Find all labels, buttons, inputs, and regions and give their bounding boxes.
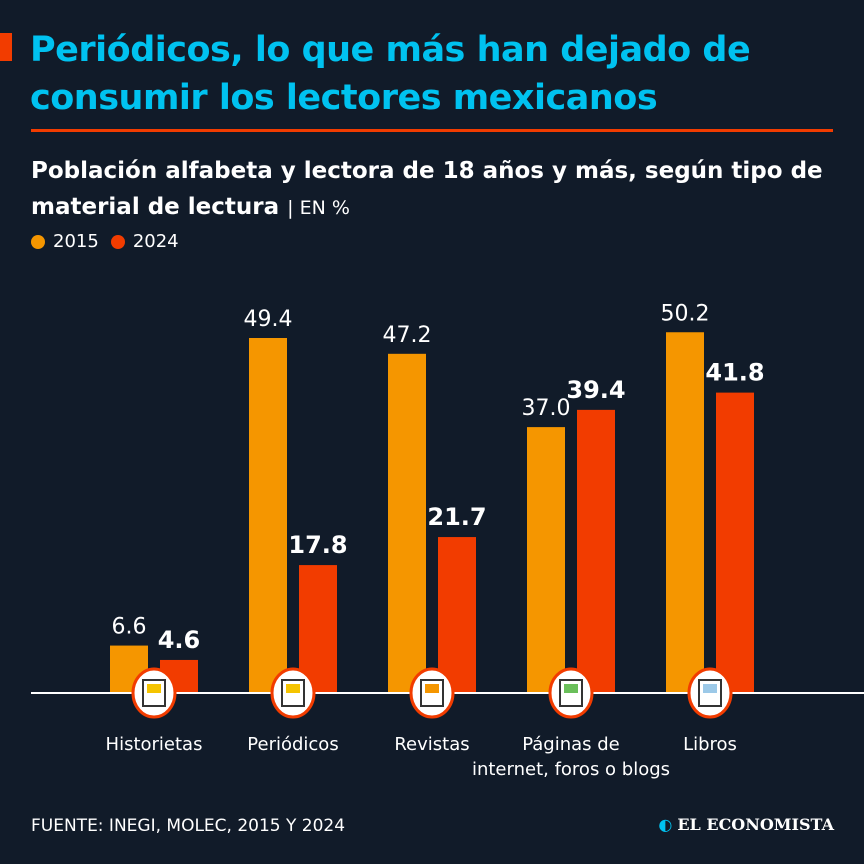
bar-2015 bbox=[388, 353, 426, 693]
category-label: Periódicos bbox=[247, 734, 338, 755]
data-label-2015: 50.2 bbox=[661, 301, 710, 326]
category-label: Historietas bbox=[106, 734, 203, 755]
logo-icon: ◐ bbox=[658, 815, 673, 834]
bar-2024 bbox=[716, 392, 754, 693]
logo: ◐ EL ECONOMISTA bbox=[658, 815, 834, 834]
data-label-2015: 47.2 bbox=[383, 323, 432, 348]
data-label-2024: 21.7 bbox=[427, 503, 486, 531]
category-label: Revistas bbox=[394, 734, 469, 755]
unit-label: | EN % bbox=[287, 197, 350, 219]
data-label-2024: 17.8 bbox=[288, 531, 347, 559]
newspaper-icon-glyph bbox=[281, 679, 305, 707]
legend-swatch-2024 bbox=[110, 234, 125, 249]
data-label-2024: 41.8 bbox=[705, 359, 764, 387]
book-icon-detail bbox=[703, 684, 717, 693]
category-label: Libros bbox=[683, 734, 737, 755]
category-label: Páginas de bbox=[522, 734, 620, 755]
chart-subtitle: Población alfabeta y lectora de 18 años … bbox=[31, 153, 851, 226]
title-accent bbox=[0, 33, 12, 61]
magazine-icon-glyph bbox=[420, 679, 444, 707]
logo-text: EL ECONOMISTA bbox=[677, 815, 834, 834]
legend-swatch-2015 bbox=[31, 234, 45, 249]
bar-2015 bbox=[527, 427, 565, 693]
legend: 2015 2024 bbox=[31, 231, 179, 252]
chart-title: Periódicos, lo que más han dejado de con… bbox=[30, 30, 751, 118]
magazine-icon-detail bbox=[425, 684, 439, 693]
legend-label-2015: 2015 bbox=[53, 231, 99, 252]
webpage-icon-detail bbox=[564, 684, 578, 693]
data-label-2015: 6.6 bbox=[112, 615, 147, 640]
webpage-icon-glyph bbox=[559, 679, 583, 707]
category-label: internet, foros o blogs bbox=[472, 759, 670, 780]
legend-label-2024: 2024 bbox=[132, 231, 179, 252]
comic-icon-glyph bbox=[142, 679, 166, 707]
data-label-2015: 49.4 bbox=[244, 307, 293, 332]
source-note: FUENTE: INEGI, MOLEC, 2015 Y 2024 bbox=[31, 816, 346, 836]
subtitle-text: Población alfabeta y lectora de 18 años … bbox=[31, 158, 823, 220]
newspaper-icon-detail bbox=[286, 684, 300, 693]
book-icon-glyph bbox=[698, 679, 722, 707]
comic-icon-detail bbox=[147, 684, 161, 693]
bar-2015 bbox=[249, 338, 287, 693]
data-label-2015: 37.0 bbox=[522, 396, 571, 421]
divider bbox=[31, 129, 833, 132]
data-label-2024: 4.6 bbox=[158, 626, 201, 654]
bar-2015 bbox=[666, 332, 704, 693]
data-label-2024: 39.4 bbox=[566, 376, 625, 404]
bar-2024 bbox=[438, 537, 476, 693]
bar-2024 bbox=[577, 409, 615, 693]
